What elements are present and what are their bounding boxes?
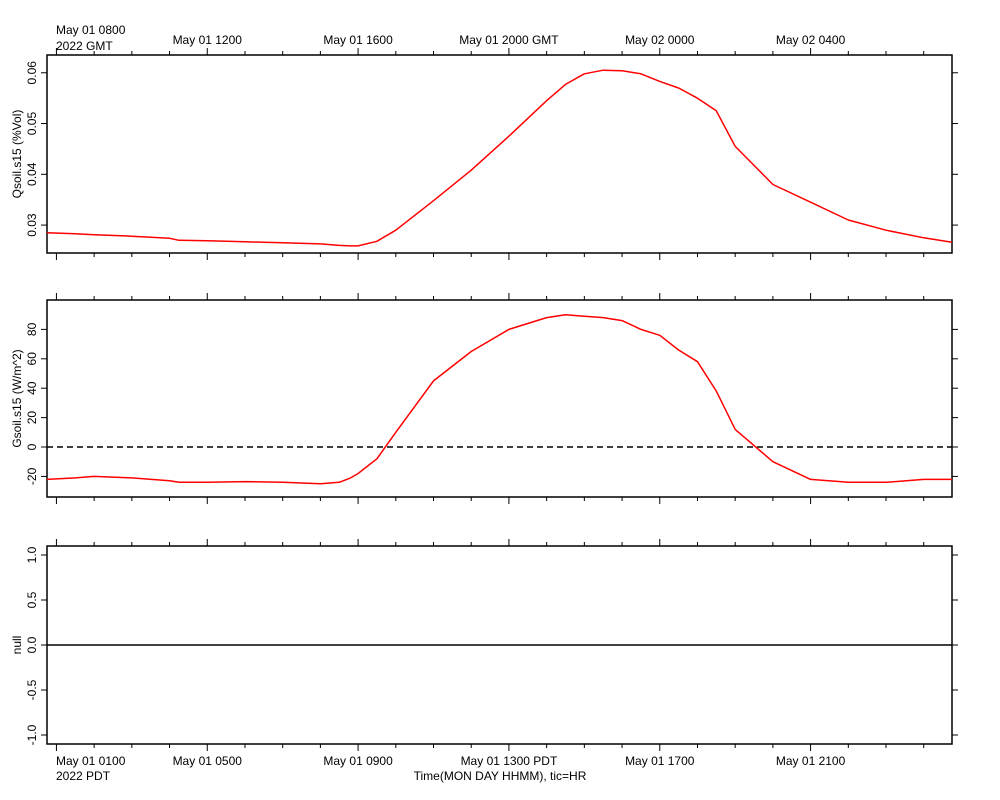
y-tick-label: 0.0 bbox=[25, 636, 39, 653]
bottom-axis-year-label: 2022 PDT bbox=[56, 769, 111, 783]
y-tick-label: 0.06 bbox=[25, 61, 39, 85]
panel-frame bbox=[46, 54, 953, 254]
bottom-axis-label: May 01 0500 bbox=[173, 754, 243, 768]
x-axis-title: Time(MON DAY HHMM), tic=HR bbox=[414, 769, 587, 783]
bottom-axis-label: May 01 0900 bbox=[323, 754, 393, 768]
panel-frame bbox=[46, 299, 953, 498]
y-tick-label: 0.04 bbox=[25, 162, 39, 186]
series-line bbox=[46, 313, 952, 485]
y-tick-label: -1.0 bbox=[25, 724, 39, 745]
top-axis-label: May 02 0000 bbox=[625, 33, 695, 47]
bottom-axis-label: May 01 1700 bbox=[625, 754, 695, 768]
chart-panels: 0.03 0.04 0.05 0.06 Qsoil.s15 (%Vol) -20 0 20 40… bbox=[10, 48, 958, 751]
y-axis-label: Qsoil.s15 (%Vol) bbox=[10, 110, 24, 199]
top-axis-label: May 02 0400 bbox=[776, 33, 846, 47]
bottom-axis-label: May 01 2100 bbox=[776, 754, 846, 768]
y-axis-label: Gsoil.s15 (W/m^2) bbox=[10, 349, 24, 447]
y-tick-label: 0 bbox=[25, 443, 39, 450]
panel-3: -1.0 -0.5 0.0 0.5 1.0 null bbox=[10, 539, 958, 751]
bottom-axis-label: May 01 0100 bbox=[56, 754, 126, 768]
y-tick-label: 80 bbox=[25, 322, 39, 336]
top-axis-label: May 01 2000 GMT bbox=[459, 33, 559, 47]
y-tick-label: 60 bbox=[25, 352, 39, 366]
y-axis-label: null bbox=[10, 636, 24, 655]
y-tick-label: -20 bbox=[25, 467, 39, 485]
y-tick-label: 0.05 bbox=[25, 112, 39, 136]
top-axis-label: May 01 1600 bbox=[323, 33, 393, 47]
y-tick-label: 40 bbox=[25, 381, 39, 395]
series-line bbox=[46, 69, 953, 247]
top-axis-year-label: 2022 GMT bbox=[56, 39, 113, 53]
panel-1: 0.03 0.04 0.05 0.06 Qsoil.s15 (%Vol) bbox=[10, 48, 958, 260]
y-tick-label: -0.5 bbox=[25, 679, 39, 700]
y-tick-label: 20 bbox=[25, 411, 39, 425]
y-tick-label: 0.5 bbox=[25, 591, 39, 608]
bottom-axis-label: May 01 1300 PDT bbox=[461, 754, 558, 768]
top-axis-label: May 01 0800 bbox=[56, 23, 126, 37]
top-axis-label: May 01 1200 bbox=[173, 33, 243, 47]
y-tick-label: 1.0 bbox=[25, 546, 39, 563]
y-tick-label: 0.03 bbox=[25, 213, 39, 237]
bottom-time-axis: 2022 PDT Time(MON DAY HHMM), tic=HR May … bbox=[56, 754, 846, 783]
top-time-axis: 2022 GMT May 01 0800 May 01 1200 May 01 16… bbox=[56, 23, 846, 53]
